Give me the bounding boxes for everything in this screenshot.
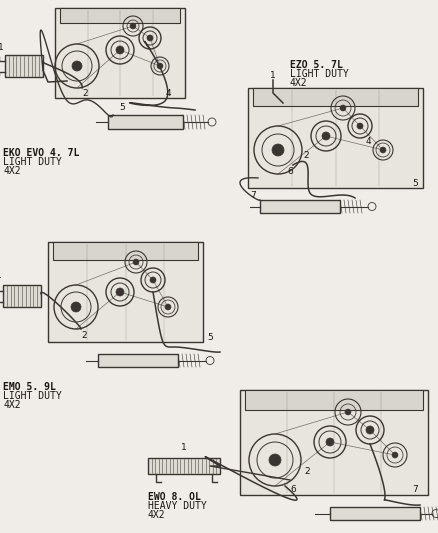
Bar [5, 55, 43, 77]
Text: LIGHT DUTY: LIGHT DUTY [3, 391, 62, 401]
Text: LIGHT DUTY: LIGHT DUTY [3, 157, 62, 167]
Circle shape [157, 63, 163, 69]
Text: 1: 1 [0, 271, 2, 279]
Circle shape [326, 438, 334, 446]
Text: 1: 1 [270, 71, 276, 80]
Circle shape [357, 123, 363, 129]
Text: 1: 1 [181, 443, 187, 453]
Circle shape [147, 35, 153, 41]
Text: 5: 5 [119, 103, 125, 112]
Circle shape [130, 23, 136, 29]
Text: 4: 4 [165, 88, 171, 98]
Text: 6: 6 [290, 486, 296, 495]
Bar [253, 88, 418, 106]
Circle shape [269, 454, 281, 466]
Circle shape [366, 426, 374, 434]
Text: 1: 1 [0, 43, 4, 52]
Text: 4X2: 4X2 [290, 78, 307, 88]
Text: EWO 8. OL: EWO 8. OL [148, 492, 201, 502]
Text: EMO 5. 9L: EMO 5. 9L [3, 382, 56, 392]
Circle shape [345, 409, 351, 415]
Text: 2: 2 [81, 330, 87, 340]
Text: 4X2: 4X2 [3, 166, 21, 176]
Text: 2: 2 [82, 90, 88, 99]
Circle shape [71, 302, 81, 312]
Bar [260, 200, 340, 213]
Text: 4X2: 4X2 [148, 510, 166, 520]
Circle shape [165, 304, 171, 310]
Text: EKO EVO 4. 7L: EKO EVO 4. 7L [3, 148, 79, 158]
Bar [3, 285, 41, 307]
Text: 7: 7 [412, 486, 418, 495]
Circle shape [133, 259, 139, 265]
Circle shape [322, 132, 330, 140]
Circle shape [116, 288, 124, 296]
Bar [245, 390, 423, 410]
Bar [55, 8, 185, 98]
Circle shape [150, 277, 156, 283]
Text: 2: 2 [303, 150, 309, 159]
Circle shape [272, 144, 284, 156]
Text: EZO 5. 7L: EZO 5. 7L [290, 60, 343, 70]
Bar [108, 115, 183, 129]
Bar [53, 242, 198, 260]
Circle shape [392, 452, 398, 458]
Circle shape [380, 147, 386, 153]
Circle shape [340, 105, 346, 111]
Bar [148, 458, 220, 474]
Text: HEAVY DUTY: HEAVY DUTY [148, 501, 207, 511]
Text: 5: 5 [412, 179, 418, 188]
Bar [248, 88, 423, 188]
Text: 5: 5 [207, 333, 213, 342]
Bar [330, 507, 420, 520]
Bar [48, 242, 203, 342]
Circle shape [116, 46, 124, 54]
Text: LIGHT DUTY: LIGHT DUTY [290, 69, 349, 79]
Text: 4X2: 4X2 [3, 400, 21, 410]
Bar [98, 354, 178, 367]
Circle shape [72, 61, 82, 71]
Text: 4: 4 [365, 136, 371, 146]
Text: 2: 2 [304, 467, 310, 477]
Bar [240, 390, 428, 495]
Bar [60, 8, 180, 23]
Text: 7: 7 [250, 191, 256, 200]
Text: 6: 6 [287, 167, 293, 176]
